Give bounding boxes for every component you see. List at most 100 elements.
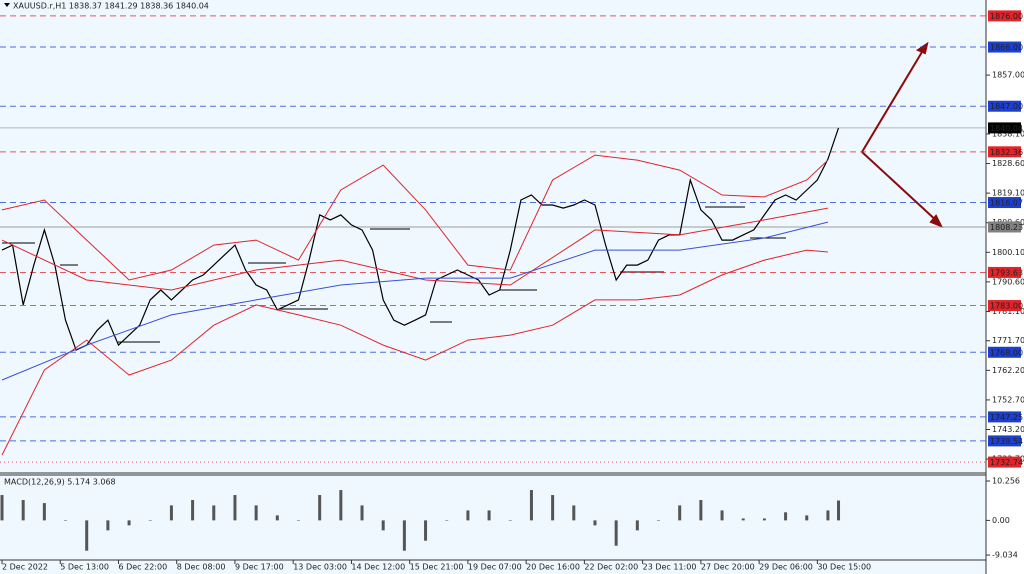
y-tick-label: 1762.20 [992, 366, 1024, 375]
x-tick-label: 2 Dec 2022 [2, 563, 48, 572]
y-tick-label: 1743.20 [992, 425, 1024, 434]
macd-bar [572, 505, 576, 521]
macd-bar [657, 520, 661, 521]
y-tick-label: -9.034 [992, 551, 1018, 560]
macd-title: MACD(12,26,9) 5.174 3.068 [4, 478, 116, 487]
price-level-box [988, 411, 1021, 423]
down-arrow [861, 151, 940, 224]
macd-bar [593, 520, 597, 526]
plot-background [0, 0, 986, 574]
x-tick-label: 8 Dec 08:00 [177, 563, 226, 572]
y-tick-label: 1838.10 [992, 129, 1024, 138]
macd-bar [424, 520, 428, 541]
price-level-box [988, 100, 1021, 112]
x-tick-label: 9 Dec 17:00 [235, 563, 284, 572]
macd-bar [551, 495, 555, 521]
macd-bar [106, 520, 110, 531]
price-level-label: 1840.04 [990, 124, 1023, 133]
y-tick-label: 1781.10 [992, 307, 1024, 316]
x-tick-label: 15 Dec 21:00 [410, 563, 464, 572]
x-tick-label: 23 Dec 11:00 [643, 563, 697, 572]
macd-bar [360, 505, 364, 521]
price-level-label: 1783.00 [990, 302, 1023, 311]
price-level-box [988, 266, 1021, 278]
macd-bar [127, 520, 131, 526]
macd-bar [826, 510, 830, 521]
trend-drawings [861, 41, 944, 228]
price-level-box [988, 435, 1021, 447]
x-tick-label: 5 Dec 13:00 [60, 563, 109, 572]
y-tick-label: 1800.10 [992, 248, 1024, 257]
chart-title: XAUUSD.r,H1 1838.37 1841.29 1838.36 1840… [13, 2, 209, 11]
macd-bar [381, 520, 385, 531]
macd-bar [212, 505, 216, 521]
y-tick-label: 1828.60 [992, 159, 1024, 168]
y-tick-label: 1857.00 [992, 71, 1024, 80]
macd-bar [837, 500, 841, 521]
macd-bar [275, 515, 279, 521]
y-tick-label: 1752.70 [992, 395, 1024, 404]
macd-bar [720, 510, 724, 521]
price-level-box [988, 346, 1021, 358]
price-level-box [988, 146, 1021, 158]
macd-bar [42, 503, 46, 521]
price-level-box [988, 122, 1021, 134]
macd-bar [233, 495, 237, 521]
macd-bar [85, 520, 89, 551]
macd-bar [487, 510, 491, 521]
x-tick-label: 22 Dec 02:00 [584, 563, 638, 572]
macd-bar [296, 520, 300, 521]
macd-bar [254, 505, 258, 521]
macd-bar [148, 520, 152, 521]
macd-bar [784, 512, 788, 521]
macd-bar [762, 518, 766, 521]
price-level-label: 1876.00 [990, 12, 1023, 21]
price-level-label: 1747.25 [990, 413, 1023, 422]
macd-bar [0, 495, 4, 521]
macd-bar [699, 500, 703, 521]
x-tick-label: 6 Dec 22:00 [118, 563, 167, 572]
macd-bar [466, 510, 470, 521]
price-level-box [988, 456, 1021, 468]
macd-bar [402, 520, 406, 551]
symbol-marker [4, 3, 10, 7]
macd-bar [64, 520, 68, 521]
y-tick-label: 1771.70 [992, 336, 1024, 345]
price-level-box [988, 41, 1021, 53]
arrow-head [929, 214, 944, 228]
price-level-box [988, 10, 1021, 22]
price-level-box [988, 221, 1021, 233]
macd-bar [169, 505, 173, 521]
up-arrow [861, 46, 926, 153]
x-tick-label: 30 Dec 15:00 [817, 563, 871, 572]
price-level-label: 1832.36 [990, 148, 1023, 157]
y-tick-label: 1790.60 [992, 277, 1024, 286]
macd-bar [805, 515, 809, 521]
macd-bar [635, 520, 639, 531]
price-level-label: 1739.54 [990, 437, 1023, 446]
x-tick-label: 29 Dec 06:00 [759, 563, 813, 572]
series-line [1, 249, 828, 456]
x-tick-label: 20 Dec 16:00 [526, 563, 580, 572]
price-level-label: 1847.00 [990, 102, 1023, 111]
price-level-label: 1768.00 [990, 348, 1023, 357]
y-tick-label: 0.00 [992, 516, 1010, 525]
x-tick-label: 14 Dec 12:00 [351, 563, 405, 572]
series-line [1, 207, 828, 291]
x-tick-label: 19 Dec 07:00 [468, 563, 522, 572]
series-line [1, 154, 829, 281]
macd-bar [508, 520, 512, 521]
series-line [1, 221, 829, 381]
macd-bar [741, 518, 745, 521]
macd-bar [529, 490, 533, 521]
price-level-box [988, 197, 1021, 209]
macd-bar [678, 505, 682, 521]
x-tick-label: 27 Dec 20:00 [701, 563, 755, 572]
macd-bar [191, 500, 195, 521]
macd-bar [318, 495, 322, 521]
x-tick-label: 13 Dec 03:00 [293, 563, 347, 572]
macd-bar [339, 490, 343, 521]
price-level-label: 1808.23 [990, 223, 1023, 232]
price-level-label: 1732.74 [990, 458, 1023, 467]
